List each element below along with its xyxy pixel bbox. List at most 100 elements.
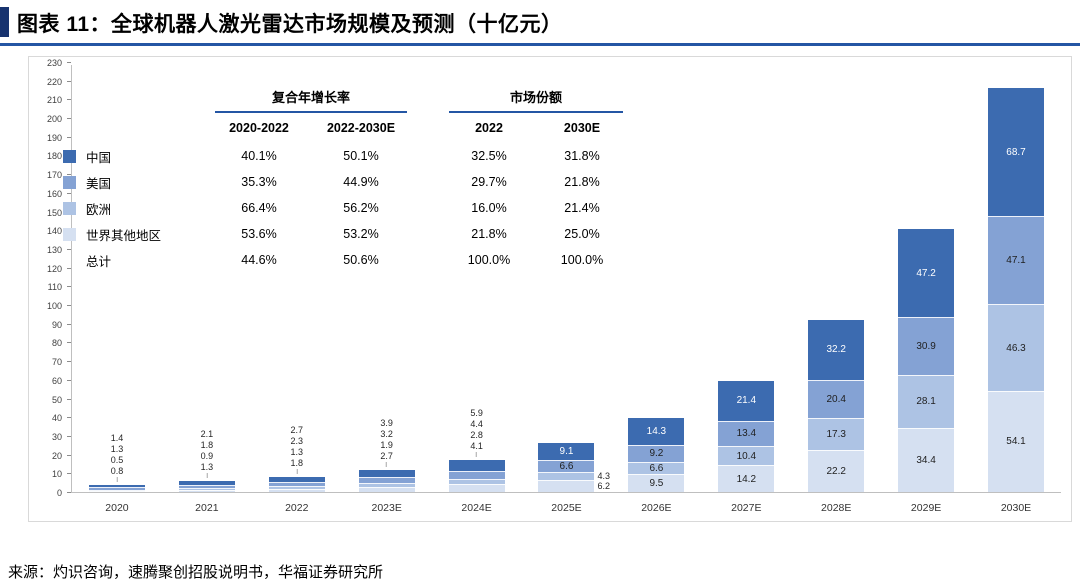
- legend-label: 总计: [86, 254, 112, 269]
- bar-value-label: 21.4: [736, 395, 757, 407]
- table-cell: 56.2%: [343, 201, 379, 215]
- bar-value-callout: 2.1: [200, 428, 214, 439]
- y-tick-label: 110: [47, 282, 62, 293]
- bar-value-callout: 2.3: [290, 435, 304, 446]
- bar-stack: [358, 470, 415, 492]
- x-axis-label: 2021: [195, 502, 219, 514]
- bar-value-callout: 1.8: [200, 439, 214, 450]
- callout-leader-line: [116, 476, 118, 482]
- y-tick-mark: [67, 492, 71, 493]
- bar-value-callout: 2.8: [470, 429, 483, 440]
- bar-value-label: 9.5: [649, 478, 664, 490]
- bar-segment: [448, 484, 505, 492]
- y-tick-mark: [67, 454, 71, 456]
- plot-area: 1.4 1.3 0.5 0.8 2020 2.1 1.8 0.9 1.3 2021 2.7 2.3 1.…: [71, 65, 1061, 514]
- y-tick-mark: [67, 248, 71, 250]
- legend-swatch: [63, 175, 76, 189]
- legend-label: 中国: [86, 150, 112, 165]
- y-tick-label: 120: [46, 263, 62, 274]
- y-tick-mark: [67, 305, 71, 307]
- callout-leader-line: [206, 472, 208, 478]
- bar-value-callout: 0.9: [200, 450, 214, 461]
- bar-segment: 47.2: [898, 229, 955, 318]
- col-header-2022-2030e: 2022-2030E: [326, 121, 396, 135]
- bar-value-callout: 3.9: [380, 418, 393, 429]
- col-header-2020-2022: 2020-2022: [229, 121, 289, 135]
- table-cell: 35.3%: [241, 175, 277, 189]
- y-tick-label: 210: [46, 95, 62, 106]
- y-tick-label: 150: [46, 207, 62, 218]
- bar-value-callouts: 5.9 4.4 2.8 4.1: [470, 408, 483, 457]
- bar-segment: [358, 477, 415, 484]
- bar-segment: [88, 490, 145, 493]
- bar-value-label: 6.6: [559, 461, 574, 473]
- bar-value-label: 14.2: [736, 473, 757, 485]
- x-axis-label: 2030E: [1000, 502, 1032, 514]
- bar-value-callout: 2.7: [380, 451, 393, 462]
- x-axis-label: 2024E: [461, 502, 492, 514]
- source-note: 来源：灼识咨询，速腾聚创招股说明书，华福证券研究所: [8, 565, 384, 581]
- bar-segment: 32.2: [808, 319, 865, 381]
- callout-leader-line: [386, 462, 388, 468]
- bar-value-callout: 2.7: [290, 424, 304, 435]
- table-cell: 25.0%: [564, 227, 600, 241]
- table-cell: 40.1%: [241, 149, 277, 163]
- bar-stack: 32.2 20.4 17.3 22.2: [808, 319, 865, 492]
- bar-segment: [268, 476, 325, 482]
- bar-stack: 21.4 13.4 10.4 14.2: [718, 380, 775, 492]
- y-tick-label: 70: [51, 357, 62, 368]
- table-cell: 100.0%: [560, 253, 604, 267]
- bar-group: 68.7 47.1 46.3 54.1 2030E: [971, 65, 1061, 514]
- chart-area: 0 10 20 30 40 50 60 70 80 90 100 110 120 130 140 150 160…: [28, 56, 1072, 522]
- bar-value-label: 30.9: [916, 341, 936, 353]
- bar-group: 21.4 13.4 10.4 14.2 2027E: [701, 65, 791, 514]
- y-tick-label: 30: [51, 431, 62, 442]
- table-cell: 66.4%: [241, 201, 277, 215]
- bar-value-label: 10.4: [736, 450, 757, 462]
- bar-group: 2.1 1.8 0.9 1.3 2021: [162, 65, 252, 514]
- bar-value-callout: 5.9: [470, 407, 483, 418]
- bar-stack: 14.3 9.2 6.6 9.5: [628, 417, 685, 492]
- bar-value-callout: 1.3: [290, 446, 304, 457]
- bar-value-label: 47.2: [916, 267, 936, 279]
- table-cell: 53.6%: [241, 227, 277, 241]
- bar-group: 1.4 1.3 0.5 0.8 2020: [72, 65, 162, 514]
- y-tick-label: 0: [56, 488, 62, 498]
- y-tick-label: 160: [46, 188, 62, 199]
- y-tick-label: 100: [46, 301, 62, 312]
- legend-swatch: [63, 149, 76, 163]
- legend-item: 世界其他地区: [63, 221, 209, 247]
- bars-container: 1.4 1.3 0.5 0.8 2020 2.1 1.8 0.9 1.3 2021 2.7 2.3 1.…: [72, 65, 1061, 514]
- bar-value-callout: 0.5: [110, 454, 124, 465]
- bar-segment: 54.1: [988, 390, 1045, 492]
- bar-stack: 68.7 47.1 46.3 54.1: [988, 87, 1045, 492]
- bar-segment: [538, 472, 595, 481]
- y-tick-label: 130: [46, 244, 62, 255]
- cagr-group-header: 复合年增长率: [215, 87, 407, 113]
- bar-value-callout: 1.3: [200, 461, 214, 472]
- table-cell: 32.5%: [471, 149, 507, 163]
- y-tick-mark: [67, 267, 71, 269]
- bar-value-callouts: 1.4 1.3 0.5 0.8: [110, 433, 124, 482]
- y-tick-mark: [67, 417, 71, 419]
- bar-segment: [358, 486, 415, 492]
- bar-segment: [448, 470, 505, 480]
- bar-segment: 20.4: [808, 380, 865, 419]
- y-tick-mark: [67, 323, 71, 325]
- figure-title: 图表 11：全球机器人激光雷达市场规模及预测（十亿元）: [17, 13, 563, 36]
- table-cell: 16.0%: [471, 201, 507, 215]
- x-axis-label: 2025E: [551, 502, 582, 514]
- x-axis-label: 2028E: [821, 502, 852, 514]
- y-tick-label: 80: [51, 338, 62, 349]
- bar-segment: [88, 489, 145, 491]
- bar-segment: [358, 483, 415, 487]
- bar-segment: 46.3: [988, 304, 1045, 391]
- bar-segment: [538, 480, 595, 492]
- legend-item: 美国: [63, 169, 209, 195]
- y-tick-label: 20: [51, 450, 62, 461]
- bar-segment: 21.4: [718, 380, 775, 421]
- y-tick-mark: [67, 118, 71, 120]
- legend-item: 中国: [63, 143, 209, 169]
- bar-value-label: 22.2: [826, 466, 846, 478]
- x-axis-label: 2029E: [910, 502, 942, 514]
